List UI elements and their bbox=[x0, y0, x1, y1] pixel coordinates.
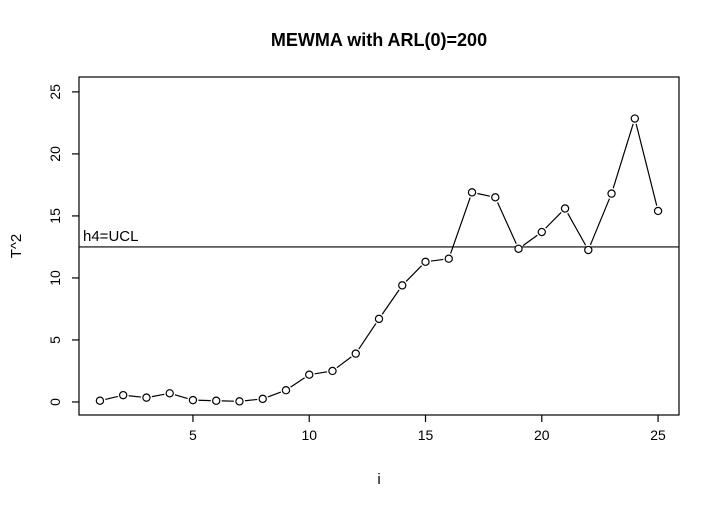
series-line-segment bbox=[451, 198, 471, 254]
data-point bbox=[213, 397, 220, 404]
series-group bbox=[96, 115, 661, 405]
data-point bbox=[492, 194, 499, 201]
data-point bbox=[375, 315, 382, 322]
data-point bbox=[538, 228, 545, 235]
series-line-segment bbox=[337, 357, 351, 368]
x-tick-label: 5 bbox=[189, 427, 197, 443]
y-tick-label: 15 bbox=[47, 208, 63, 224]
axis-ticks: 5 10 15 20 25 0 5 10 15 20 25 bbox=[47, 84, 666, 443]
series-line-segment bbox=[382, 290, 399, 314]
data-point bbox=[399, 282, 406, 289]
series-line-segment bbox=[152, 394, 164, 396]
data-point bbox=[515, 245, 522, 252]
series-line-segment bbox=[315, 372, 327, 374]
data-point bbox=[329, 367, 336, 374]
series-line-segment bbox=[568, 213, 586, 245]
data-point bbox=[608, 190, 615, 197]
series-line-segment bbox=[613, 124, 633, 189]
data-point bbox=[422, 258, 429, 265]
data-point bbox=[654, 207, 661, 214]
data-point bbox=[143, 394, 150, 401]
x-axis-label: i bbox=[377, 471, 380, 488]
series-line-segment bbox=[291, 378, 305, 387]
x-tick-label: 25 bbox=[650, 427, 666, 443]
series-line-segment bbox=[431, 259, 443, 261]
data-point bbox=[352, 350, 359, 357]
series-line-segment bbox=[636, 124, 657, 206]
data-point bbox=[96, 397, 103, 404]
y-tick-label: 0 bbox=[47, 398, 63, 406]
ucl-label: h4=UCL bbox=[83, 228, 138, 245]
series-line-segment bbox=[477, 194, 489, 197]
y-tick-label: 10 bbox=[47, 270, 63, 286]
y-tick-label: 25 bbox=[47, 84, 63, 100]
series-line-segment bbox=[129, 396, 141, 397]
data-point bbox=[236, 398, 243, 405]
data-point bbox=[306, 371, 313, 378]
series-line-segment bbox=[359, 323, 376, 349]
data-point bbox=[445, 255, 452, 262]
series-line-segment bbox=[546, 212, 562, 228]
x-tick-label: 15 bbox=[418, 427, 434, 443]
chart-title: MEWMA with ARL(0)=200 bbox=[271, 30, 487, 50]
x-tick-label: 10 bbox=[301, 427, 317, 443]
data-point bbox=[585, 246, 592, 253]
series-line-segment bbox=[590, 199, 609, 245]
y-tick-label: 5 bbox=[47, 336, 63, 344]
series-line-segment bbox=[406, 266, 422, 282]
series-line-segment bbox=[498, 202, 517, 243]
data-point bbox=[259, 395, 266, 402]
x-tick-label: 20 bbox=[534, 427, 550, 443]
data-point bbox=[282, 387, 289, 394]
series-line-segment bbox=[268, 392, 281, 397]
data-point bbox=[189, 397, 196, 404]
series-line-segment bbox=[245, 399, 257, 400]
series-line-segment bbox=[105, 396, 118, 399]
data-point bbox=[561, 205, 568, 212]
data-point bbox=[166, 390, 173, 397]
series-line-segment bbox=[175, 395, 188, 399]
data-point bbox=[468, 189, 475, 196]
y-tick-label: 20 bbox=[47, 146, 63, 162]
y-axis-label: T^2 bbox=[8, 234, 25, 259]
data-point bbox=[120, 392, 127, 399]
series-line-segment bbox=[523, 235, 537, 245]
data-point bbox=[631, 115, 638, 122]
